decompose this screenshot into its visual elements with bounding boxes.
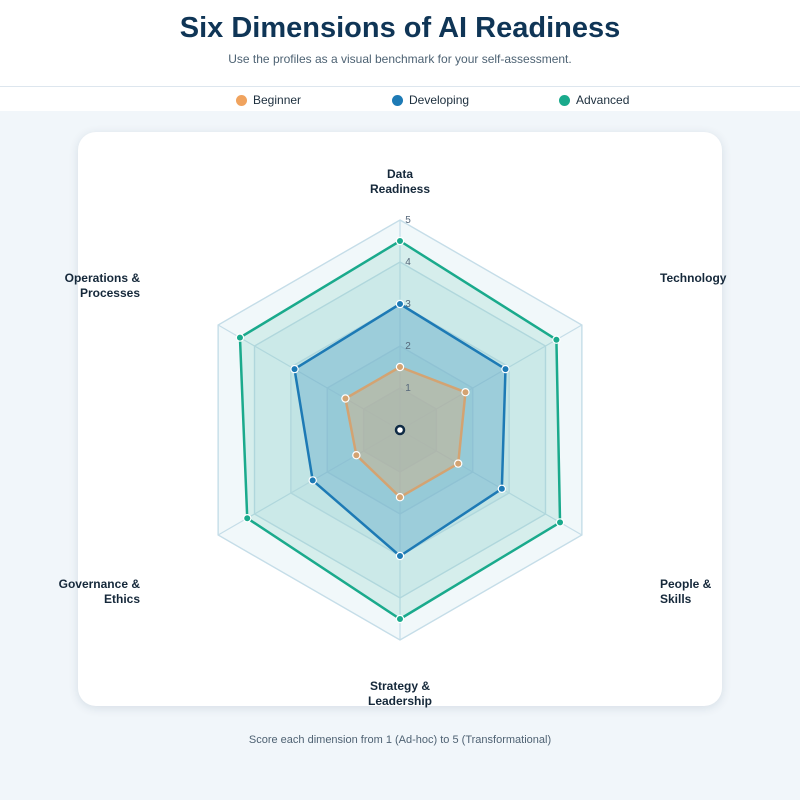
footer-note: Score each dimension from 1 (Ad-hoc) to … [248,734,552,746]
radar-axis-labels: Data Readiness Technology People & Skills Str… [59,167,727,708]
point-developing-operations-processes[interactable] [290,364,299,374]
tick-label-1: 1 [405,383,411,394]
point-advanced-people-skills[interactable] [555,518,565,527]
point-beginner-technology[interactable] [461,388,470,397]
axis-label-line: Skills [660,592,692,606]
point-advanced-data-readiness[interactable] [395,236,405,246]
axis-label-line: People & [660,577,712,591]
tick-label-3: 3 [405,299,411,310]
axis-label-line: Governance & [59,577,141,591]
legend-item-beginner[interactable]: Beginner [236,93,301,107]
point-beginner-strategy-leadership[interactable] [395,493,405,502]
legend-item-advanced[interactable]: Advanced [559,93,629,107]
axis-label-people-skills: People & Skills [660,577,712,606]
point-beginner-operations-processes[interactable] [341,394,350,403]
axis-label-line: Technology [660,271,727,285]
tick-label-5: 5 [405,215,411,226]
axis-label-operations-processes: Operations & Processes [65,271,141,300]
legend-swatch-developing [392,94,403,106]
axis-label-line: Strategy & [370,679,430,693]
point-advanced-technology[interactable] [552,335,561,344]
tick-label-2: 2 [405,341,411,352]
radar-center-point [394,424,406,436]
legend-label-advanced: Advanced [576,93,630,107]
axis-label-governance-ethics: Governance & Ethics [59,577,141,606]
axis-label-line: Ethics [104,592,140,606]
grid-spoke-people-skills [399,429,583,536]
tick-label-4: 4 [405,257,411,268]
axis-label-line: Operations & [65,271,141,285]
grid-spoke-technology [399,324,583,431]
legend-swatch-beginner [236,94,247,106]
axis-label-line: Data [387,167,413,181]
legend-item-developing[interactable]: Developing [392,93,469,107]
header: Six Dimensions of AI Readiness Use the p… [0,0,800,87]
legend-label-developing: Developing [409,93,470,107]
point-developing-technology[interactable] [501,364,510,374]
axis-label-strategy-leadership: Strategy & Leadership [368,679,432,708]
point-beginner-data-readiness[interactable] [395,362,405,372]
axis-label-technology: Technology [660,271,727,285]
legend: Beginner Developing Advanced [0,87,800,111]
radar-ticks: 1 2 3 4 5 [405,215,411,394]
point-advanced-strategy-leadership[interactable] [395,614,405,624]
axis-label-data-readiness: Data Readiness [370,167,430,196]
axis-label-line: Leadership [368,694,432,708]
point-developing-data-readiness[interactable] [395,299,405,309]
axis-label-line: Processes [80,286,140,300]
point-advanced-governance-ethics[interactable] [243,514,252,523]
legend-label-beginner: Beginner [253,93,302,107]
axis-label-line: Readiness [370,182,430,196]
point-beginner-people-skills[interactable] [453,459,463,468]
point-developing-people-skills[interactable] [497,484,507,493]
point-advanced-operations-processes[interactable] [235,333,245,342]
point-beginner-governance-ethics[interactable] [352,451,361,460]
point-developing-governance-ethics[interactable] [308,476,317,485]
grid-spoke-operations-processes [217,324,401,431]
page-title: Six Dimensions of AI Readiness [179,12,621,44]
page-subtitle: Use the profiles as a visual benchmark f… [228,52,572,66]
point-developing-strategy-leadership[interactable] [395,551,405,561]
legend-swatch-advanced [559,94,570,106]
